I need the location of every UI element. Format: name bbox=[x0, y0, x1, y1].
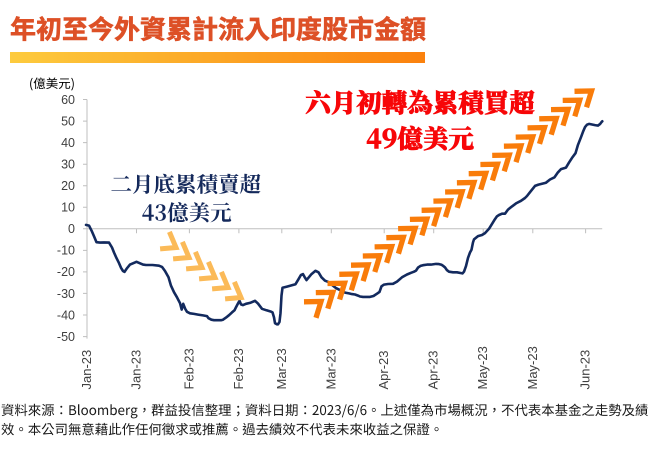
svg-text:Apr-23: Apr-23 bbox=[426, 350, 441, 389]
svg-text:50: 50 bbox=[61, 114, 75, 128]
svg-text:Feb-23: Feb-23 bbox=[181, 348, 196, 389]
svg-text:Apr-23: Apr-23 bbox=[376, 350, 391, 389]
svg-text:0: 0 bbox=[68, 222, 75, 236]
svg-text:May-23: May-23 bbox=[475, 346, 490, 389]
svg-text:30: 30 bbox=[61, 158, 75, 172]
svg-text:-40: -40 bbox=[57, 308, 75, 322]
svg-text:-50: -50 bbox=[57, 330, 75, 344]
svg-text:-20: -20 bbox=[57, 265, 75, 279]
svg-text:10: 10 bbox=[61, 201, 75, 215]
svg-text:May-23: May-23 bbox=[525, 346, 540, 389]
svg-text:40: 40 bbox=[61, 136, 75, 150]
svg-text:Feb-23: Feb-23 bbox=[231, 348, 246, 389]
svg-text:60: 60 bbox=[61, 93, 75, 107]
svg-text:-30: -30 bbox=[57, 287, 75, 301]
svg-text:Jun-23: Jun-23 bbox=[578, 350, 593, 390]
svg-text:Jan-23: Jan-23 bbox=[79, 350, 94, 390]
svg-text:20: 20 bbox=[61, 179, 75, 193]
svg-text:Mar-23: Mar-23 bbox=[323, 348, 338, 389]
svg-text:Jan-23: Jan-23 bbox=[129, 350, 144, 390]
svg-text:-10: -10 bbox=[57, 244, 75, 258]
svg-text:Mar-23: Mar-23 bbox=[274, 348, 289, 389]
